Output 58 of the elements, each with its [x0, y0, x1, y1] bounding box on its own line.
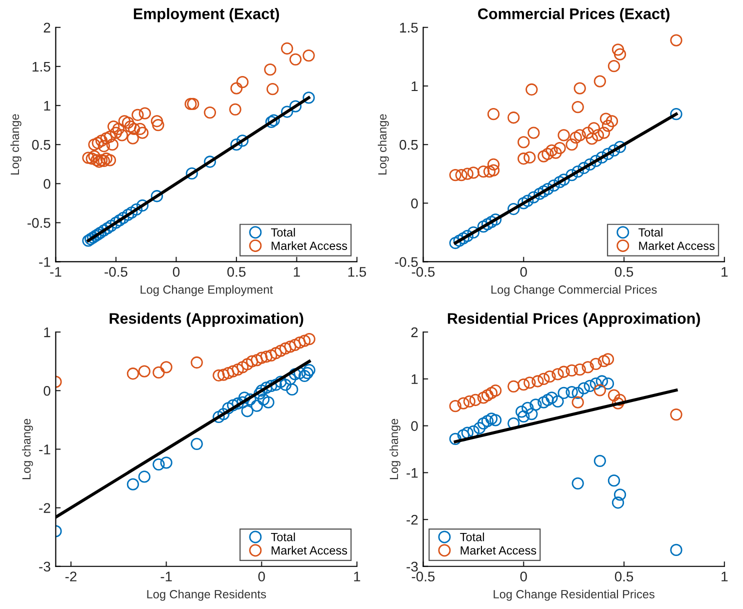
- y-tick-label: -1: [39, 257, 50, 267]
- y-axis-title: Log change: [10, 114, 22, 174]
- y-tick-label: 0.5: [32, 140, 50, 150]
- y-tick-label: 2: [44, 22, 50, 32]
- x-axis-title: Log Change Residential Prices: [494, 590, 654, 601]
- legend-label: Total: [638, 228, 662, 237]
- legend-label: Total: [460, 532, 484, 542]
- y-axis-title: Log change: [389, 418, 400, 480]
- y-tick-label: 1.5: [400, 22, 418, 33]
- x-tick-label: -0.5: [104, 266, 128, 277]
- x-axis-title: Log Change Employment: [140, 285, 273, 296]
- y-tick-label: -0.5: [28, 218, 50, 228]
- x-axis-title: Log Change Residents: [147, 590, 266, 601]
- x-tick-label: 0: [520, 266, 527, 277]
- y-tick-label: 0: [44, 386, 50, 396]
- y-tick-label: 1.5: [32, 62, 50, 72]
- y-axis-title: Log change: [22, 418, 33, 480]
- legend-label: Total: [271, 532, 295, 542]
- x-tick-label: 0.5: [227, 266, 246, 277]
- chart-title: Employment (Exact): [134, 8, 280, 22]
- y-tick-label: 0.5: [400, 140, 418, 150]
- x-axis-title: Log Change Commercial Prices: [491, 285, 657, 296]
- legend-label: Total: [271, 228, 295, 237]
- y-tick-label: -2: [39, 503, 50, 513]
- chart-title: Residential Prices (Approximation): [448, 312, 700, 327]
- x-tick-label: 1: [722, 572, 728, 582]
- x-tick-label: -1: [160, 572, 172, 582]
- y-tick-label: 0: [411, 421, 418, 431]
- x-tick-label: 1: [294, 267, 300, 277]
- y-tick-label: -1: [406, 468, 418, 478]
- y-tick-label: 1: [44, 328, 50, 338]
- y-tick-label: 2: [411, 327, 418, 338]
- y-tick-label: 1: [412, 81, 418, 92]
- x-tick-label: -2: [65, 572, 76, 582]
- chart-title: Residents (Approximation): [110, 312, 304, 327]
- legend-label: Market Access: [272, 546, 348, 555]
- x-tick-label: 1: [722, 267, 728, 277]
- x-tick-label: 1.5: [348, 267, 366, 277]
- x-tick-label: 0: [172, 266, 180, 277]
- x-tick-label: 0.5: [614, 572, 634, 582]
- y-tick-label: -1: [39, 444, 50, 454]
- legend-label: Market Access: [639, 241, 715, 250]
- y-tick-label: 1: [412, 374, 418, 384]
- y-tick-label: 1: [44, 100, 50, 111]
- y-tick-label: -3: [39, 562, 50, 572]
- x-tick-label: 0: [258, 572, 265, 582]
- x-tick-label: 0: [520, 572, 527, 582]
- y-tick-label: 0: [44, 178, 50, 189]
- chart-title: Commercial Prices (Exact): [478, 8, 670, 22]
- legend-label: Market Access: [272, 241, 348, 250]
- y-tick-label: -0.5: [395, 257, 418, 267]
- legend-label: Market Access: [460, 546, 536, 555]
- y-tick-label: 0: [411, 198, 418, 208]
- y-tick-label: -2: [406, 514, 418, 525]
- x-tick-label: 1: [354, 572, 360, 582]
- x-tick-label: 0.5: [614, 266, 634, 277]
- y-tick-label: -3: [406, 562, 418, 572]
- y-axis-title: Log change: [378, 114, 389, 174]
